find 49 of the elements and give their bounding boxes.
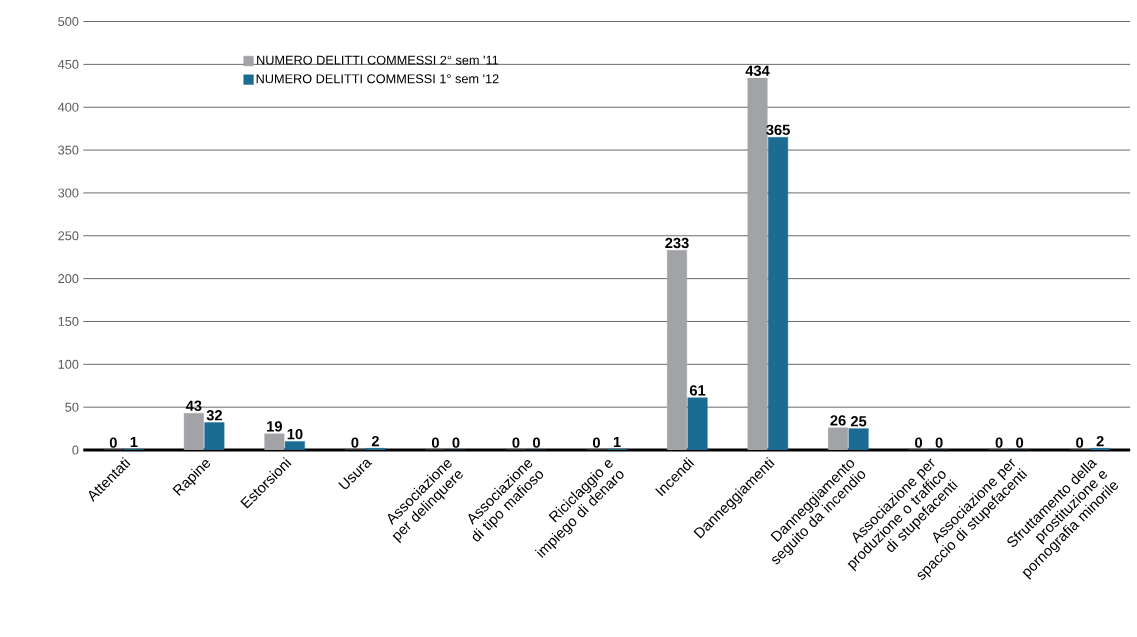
bar	[284, 441, 305, 451]
bar	[747, 77, 768, 451]
data-label: 0	[915, 437, 923, 448]
bar	[848, 428, 869, 451]
data-label: 0	[1016, 437, 1024, 448]
data-label: 2	[371, 435, 379, 447]
data-label: 0	[592, 437, 600, 448]
data-label: 1	[130, 436, 138, 448]
data-label: 0	[109, 437, 117, 448]
y-tick-label: 500	[58, 17, 79, 27]
legend-label: NUMERO DELITTI COMMESSI 1° sem '12	[256, 74, 499, 84]
data-label: 0	[995, 437, 1003, 448]
data-label: 434	[745, 65, 770, 76]
y-tick-label: 350	[58, 145, 79, 155]
data-label: 0	[431, 437, 439, 448]
y-tick-label: 400	[57, 102, 79, 112]
data-label: 233	[665, 237, 689, 249]
data-label: 19	[267, 421, 282, 432]
data-label: 0	[512, 437, 520, 448]
y-tick-label: 450	[57, 59, 79, 69]
y-tick-label: 100	[58, 359, 79, 369]
y-tick-label: 250	[58, 231, 79, 241]
data-label: 43	[185, 400, 202, 412]
data-label: 0	[452, 437, 460, 448]
y-tick-label: 150	[58, 317, 79, 327]
legend-label: NUMERO DELITTI COMMESSI 2° sem '11	[257, 55, 499, 65]
bar	[264, 433, 285, 451]
bar	[768, 137, 789, 451]
data-label: 10	[287, 428, 303, 440]
data-label: 0	[351, 437, 359, 448]
y-tick-label: 300	[58, 188, 79, 198]
bar	[828, 427, 849, 451]
data-label: 1	[613, 436, 621, 448]
data-label: 61	[689, 385, 706, 396]
y-tick-label: 0	[72, 445, 79, 455]
y-tick-label: 50	[65, 402, 79, 412]
data-label: 0	[935, 437, 943, 448]
y-tick-label: 200	[58, 274, 79, 284]
data-label: 365	[766, 124, 790, 136]
data-label: 0	[1076, 437, 1084, 448]
bar	[667, 250, 687, 451]
data-label: 26	[830, 415, 846, 426]
data-label: 2	[1096, 435, 1104, 447]
bar	[183, 413, 204, 451]
bar	[204, 422, 225, 451]
bar	[687, 397, 708, 451]
data-label: 32	[206, 410, 222, 421]
data-label: 25	[850, 416, 867, 427]
data-label: 0	[533, 437, 540, 448]
